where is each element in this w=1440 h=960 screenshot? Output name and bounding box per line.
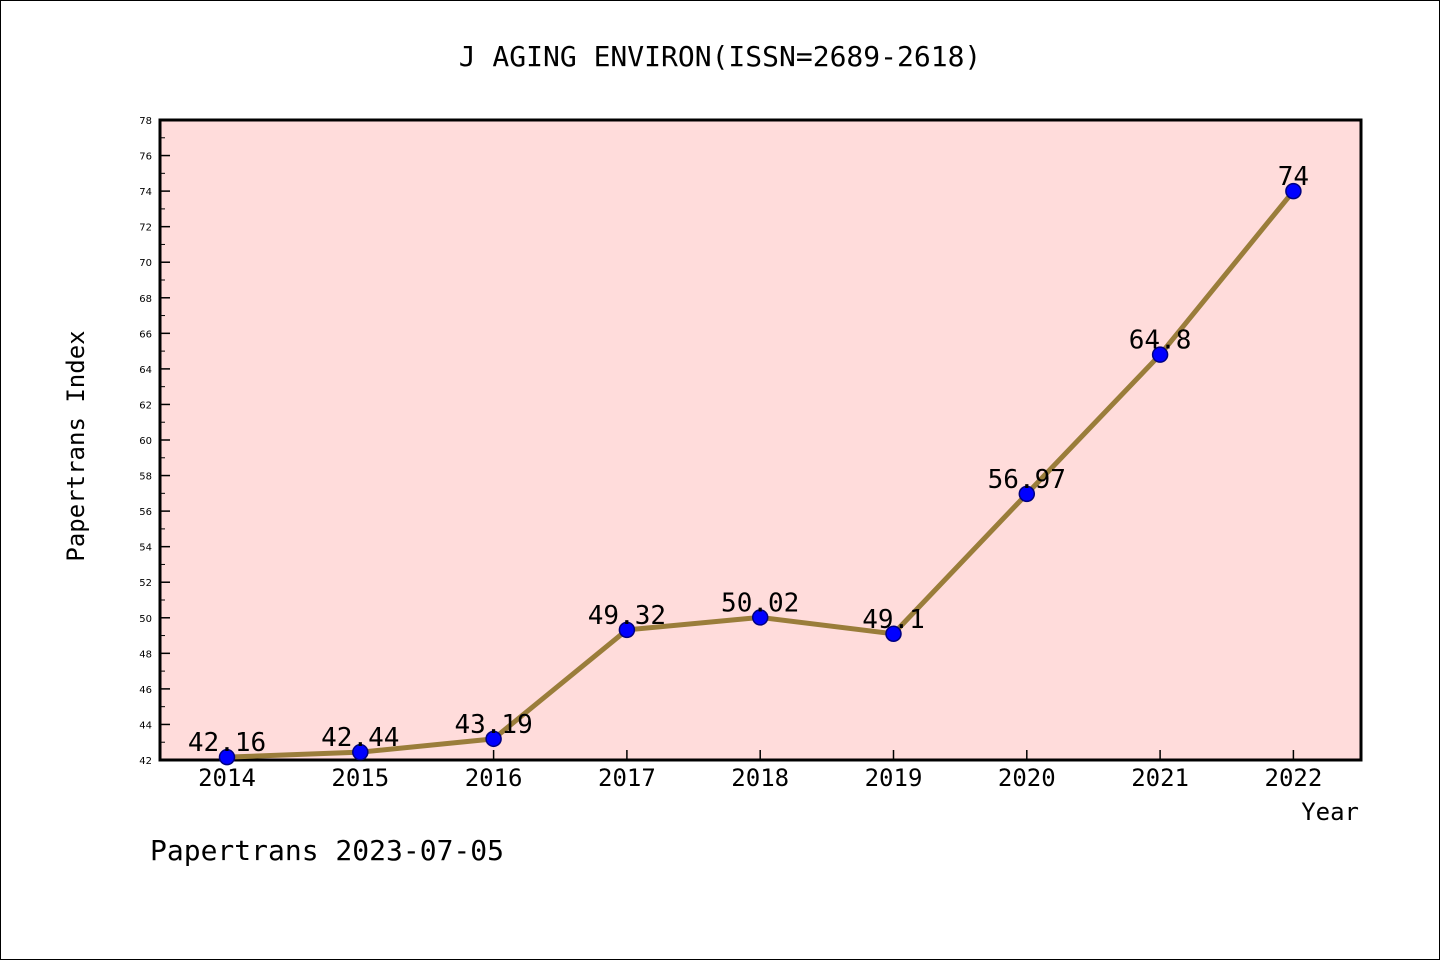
data-point: [1018, 485, 1036, 503]
chart-title: J AGING ENVIRON(ISSN=2689-2618): [459, 40, 982, 73]
x-tick-label: 2022: [1265, 764, 1323, 792]
y-tick-label: 44: [139, 720, 152, 731]
x-tick-label: 2014: [198, 764, 256, 792]
data-point: [1285, 182, 1302, 200]
data-point: [885, 625, 902, 643]
data-label: 49.32: [588, 601, 666, 631]
data-label-layer: 42.16 42.44 43.19 49.32 50.02 49.1 56.97 64.8 74: [188, 162, 1309, 758]
footer-text: Papertrans 2023-07-05: [150, 834, 505, 867]
y-tick-label: 70: [139, 258, 152, 269]
data-point: [1151, 346, 1169, 363]
plot-area: [158, 118, 1363, 762]
data-label: 49.1: [862, 605, 925, 635]
y-tick-label: 42: [139, 756, 152, 767]
y-axis: 42 44 46 48 50 52 54 56 58 60 62 64 66 68 70 72 74 76 78: [139, 116, 170, 767]
x-tick-label: 2020: [998, 764, 1056, 792]
y-tick-label: 64: [139, 365, 152, 376]
data-label: 64.8: [1129, 326, 1192, 356]
y-tick-label: 58: [139, 472, 152, 483]
data-point: [485, 730, 502, 748]
data-label: 42.44: [321, 723, 399, 753]
y-tick-label: 76: [139, 152, 152, 163]
y-tick-label: 48: [139, 649, 152, 660]
data-label: 43.19: [454, 710, 532, 740]
y-tick-label: 46: [139, 685, 152, 696]
y-tick-label: 78: [139, 116, 152, 127]
data-label: 74: [1278, 162, 1309, 192]
data-point: [751, 609, 769, 626]
y-tick-label: 62: [139, 400, 152, 411]
data-point: [218, 748, 236, 766]
y-tick-label: 74: [139, 187, 152, 198]
data-label: 42.16: [188, 728, 266, 758]
y-tick-label: 68: [139, 294, 152, 305]
y-axis-label: Papertrans Index: [62, 330, 90, 561]
y-tick-label: 52: [139, 578, 152, 589]
x-tick-label: 2017: [598, 764, 656, 792]
data-point: [618, 621, 636, 639]
x-axis-label: Year: [1301, 798, 1359, 826]
x-tick-label: 2021: [1131, 764, 1189, 792]
x-tick-label: 2016: [465, 764, 523, 792]
x-axis: 2014 2015 2016 2017 2018 2019 2020 2021 2022: [198, 750, 1322, 792]
y-tick-label: 60: [139, 436, 152, 447]
data-point: [352, 743, 369, 761]
y-tick-label: 50: [139, 614, 152, 625]
y-tick-label: 72: [139, 223, 152, 234]
x-tick-label: 2015: [331, 764, 389, 792]
data-label: 56.97: [988, 465, 1066, 495]
series-layer: [218, 182, 1302, 766]
data-label: 50.02: [721, 588, 799, 618]
y-tick-label: 56: [139, 507, 152, 518]
y-tick-label: 54: [139, 543, 152, 554]
y-tick-label: 66: [139, 329, 152, 340]
x-tick-label: 2019: [865, 764, 923, 792]
x-tick-label: 2018: [731, 764, 789, 792]
